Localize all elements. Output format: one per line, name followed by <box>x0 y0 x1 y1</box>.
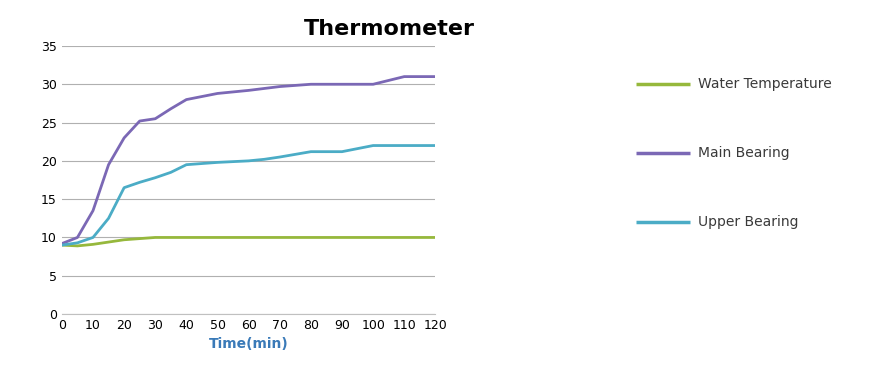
Main Bearing <box>399 74 409 79</box>
Upper Bearing <box>103 216 114 221</box>
Water Temperature <box>150 235 161 240</box>
Upper Bearing <box>57 243 67 247</box>
Upper Bearing <box>431 143 441 148</box>
Main Bearing <box>72 235 83 240</box>
Main Bearing <box>118 136 129 140</box>
Text: Upper Bearing: Upper Bearing <box>698 215 799 229</box>
Upper Bearing <box>274 155 285 159</box>
Main Bearing <box>57 241 67 246</box>
Upper Bearing <box>118 185 129 190</box>
Main Bearing <box>103 162 114 167</box>
Water Temperature <box>337 235 347 240</box>
Water Temperature <box>274 235 285 240</box>
Upper Bearing <box>88 235 98 240</box>
Upper Bearing <box>72 241 83 245</box>
Upper Bearing <box>399 143 409 148</box>
Line: Main Bearing: Main Bearing <box>62 77 436 244</box>
Main Bearing <box>150 116 161 121</box>
Main Bearing <box>88 208 98 213</box>
Upper Bearing <box>368 143 378 148</box>
Water Temperature <box>431 235 441 240</box>
X-axis label: Time(min): Time(min) <box>209 337 288 352</box>
Main Bearing <box>243 88 254 93</box>
Main Bearing <box>368 82 378 87</box>
Water Temperature <box>57 243 67 247</box>
Water Temperature <box>118 237 129 242</box>
Text: Water Temperature: Water Temperature <box>698 77 832 91</box>
Text: Main Bearing: Main Bearing <box>698 146 790 160</box>
Main Bearing <box>431 74 441 79</box>
Water Temperature <box>103 240 114 244</box>
Main Bearing <box>165 106 176 111</box>
Upper Bearing <box>181 162 192 167</box>
Water Temperature <box>181 235 192 240</box>
Main Bearing <box>274 84 285 89</box>
Water Temperature <box>88 242 98 247</box>
Line: Upper Bearing: Upper Bearing <box>62 146 436 245</box>
Main Bearing <box>134 119 145 123</box>
Main Bearing <box>337 82 347 87</box>
Upper Bearing <box>134 180 145 185</box>
Main Bearing <box>212 91 223 96</box>
Text: Thermometer: Thermometer <box>303 19 475 39</box>
Water Temperature <box>72 244 83 248</box>
Main Bearing <box>181 97 192 102</box>
Main Bearing <box>306 82 316 87</box>
Upper Bearing <box>259 157 270 162</box>
Water Temperature <box>306 235 316 240</box>
Upper Bearing <box>306 149 316 154</box>
Water Temperature <box>243 235 254 240</box>
Upper Bearing <box>243 159 254 163</box>
Upper Bearing <box>212 160 223 165</box>
Upper Bearing <box>337 149 347 154</box>
Upper Bearing <box>165 170 176 175</box>
Line: Water Temperature: Water Temperature <box>62 237 436 246</box>
Upper Bearing <box>150 175 161 180</box>
Water Temperature <box>212 235 223 240</box>
Water Temperature <box>399 235 409 240</box>
Water Temperature <box>368 235 378 240</box>
